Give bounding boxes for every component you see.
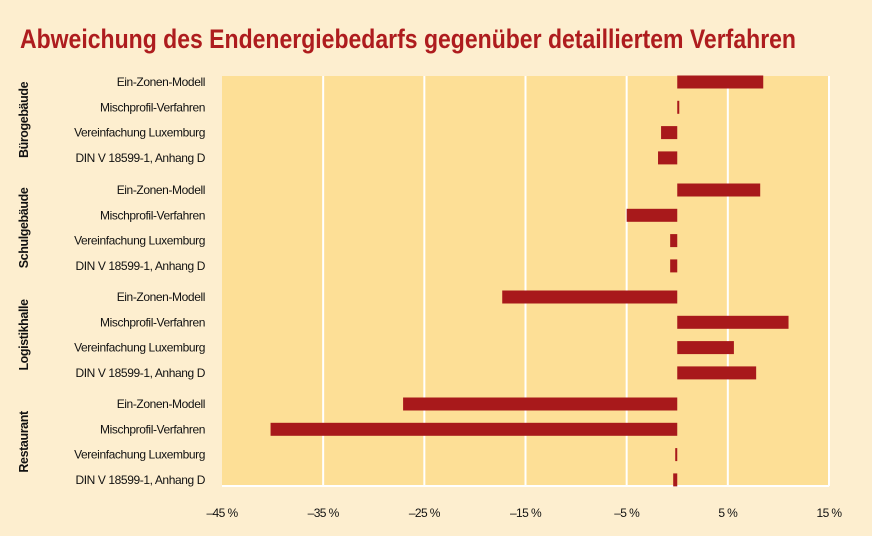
x-axis-ticks: –45 % –35 % –25 % –15 % –5 % 5 % 15 % <box>206 506 843 520</box>
category-labels: Ein-Zonen-Modell Mischprofil-Verfahren Ver… <box>74 75 206 487</box>
bar <box>675 448 678 462</box>
category-label: Ein-Zonen-Modell <box>117 290 205 304</box>
bar <box>677 183 761 197</box>
category-label: DIN V 18599-1, Anhang D <box>75 366 205 380</box>
category-label: DIN V 18599-1, Anhang D <box>75 151 205 165</box>
bar <box>677 100 680 114</box>
bar <box>677 75 764 89</box>
category-label: Mischprofil-Verfahren <box>100 422 205 436</box>
category-label: Mischprofil-Verfahren <box>100 100 205 114</box>
bar <box>403 397 678 411</box>
category-label: Vereinfachung Luxemburg <box>74 126 205 140</box>
group-label: Restaurant <box>17 410 31 473</box>
bar <box>270 422 678 436</box>
bar <box>677 366 757 380</box>
category-label: Vereinfachung Luxemburg <box>74 234 205 248</box>
x-tick-label: –45 % <box>206 506 238 520</box>
x-tick-label: –5 % <box>614 506 640 520</box>
category-label: DIN V 18599-1, Anhang D <box>75 259 205 273</box>
bars <box>270 75 789 487</box>
category-label: DIN V 18599-1, Anhang D <box>75 473 205 487</box>
bar <box>658 151 678 165</box>
group-label: Schulgebäude <box>17 187 31 268</box>
x-tick-label: –15 % <box>510 506 542 520</box>
category-label: Vereinfachung Luxemburg <box>74 341 205 355</box>
category-label: Vereinfachung Luxemburg <box>74 448 205 462</box>
category-label: Ein-Zonen-Modell <box>117 397 205 411</box>
group-label: Bürogebäude <box>17 81 31 158</box>
category-label: Ein-Zonen-Modell <box>117 75 205 89</box>
bar <box>677 341 734 355</box>
group-labels: Bürogebäude Schulgebäude Logistikhalle Rest… <box>17 81 31 472</box>
x-tick-label: 15 % <box>817 506 843 520</box>
chart-title: Abweichung des Endenergiebedarfs gegenüb… <box>20 24 796 54</box>
bar <box>661 126 678 140</box>
bar <box>670 259 678 273</box>
bar <box>673 473 678 487</box>
group-label: Logistikhalle <box>17 299 31 371</box>
x-tick-label: –35 % <box>308 506 340 520</box>
bar <box>502 290 678 304</box>
bar <box>677 315 789 329</box>
category-label: Mischprofil-Verfahren <box>100 315 205 329</box>
x-tick-label: –25 % <box>409 506 441 520</box>
bar <box>626 208 678 222</box>
x-tick-label: 5 % <box>718 506 738 520</box>
category-label: Mischprofil-Verfahren <box>100 208 205 222</box>
grid-lines <box>222 76 830 487</box>
category-label: Ein-Zonen-Modell <box>117 183 205 197</box>
bar <box>670 234 678 248</box>
